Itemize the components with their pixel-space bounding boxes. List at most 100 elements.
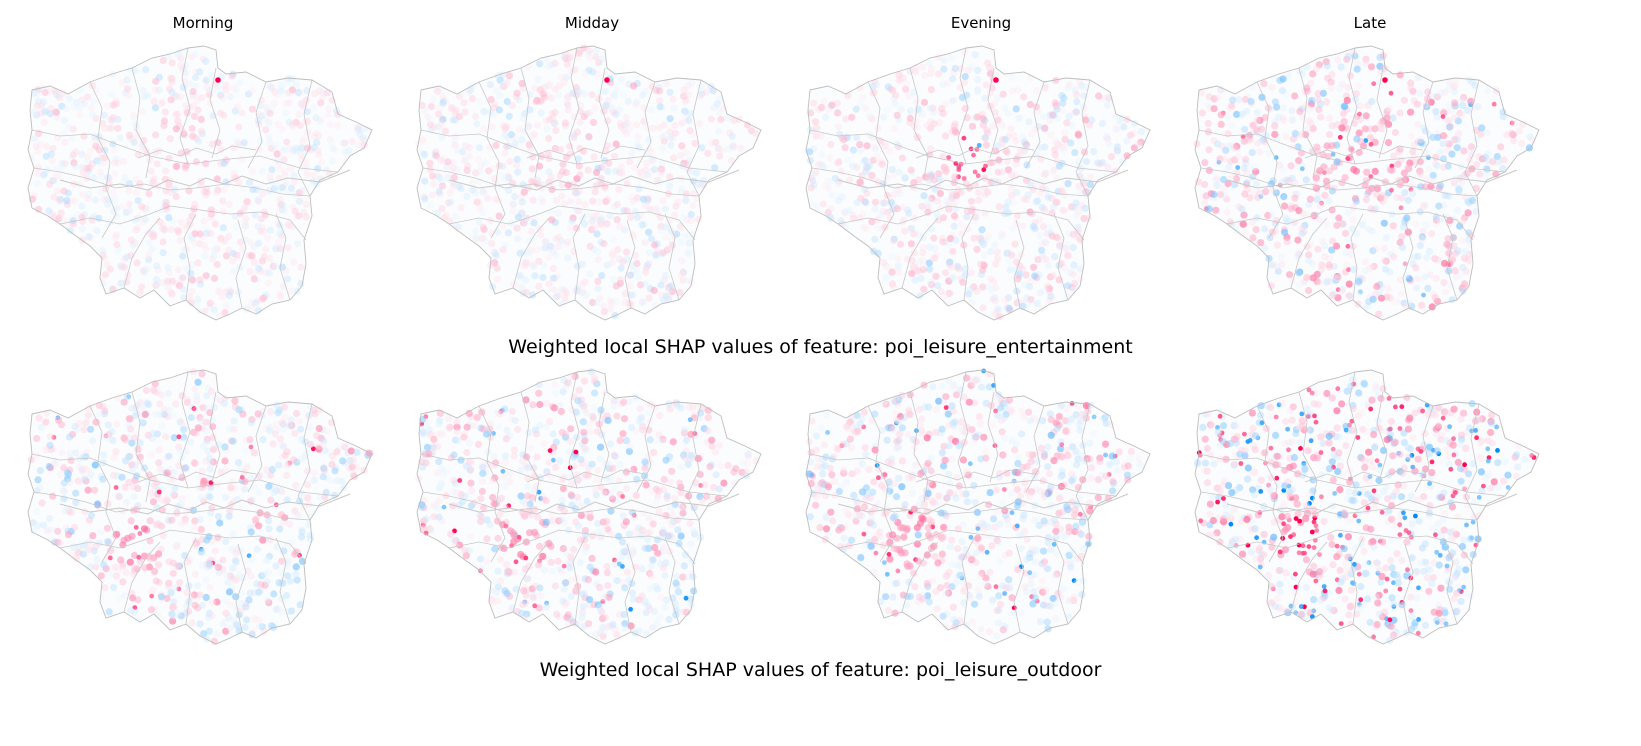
shap-dot [551, 108, 559, 117]
shap-dot [641, 280, 649, 288]
shap-dot [174, 228, 182, 236]
shap-dot [720, 104, 728, 113]
shap-dot [979, 283, 987, 291]
shap-dot [452, 132, 460, 140]
shap-dot [863, 189, 871, 197]
shap-dot [42, 152, 50, 160]
shap-dot [178, 275, 186, 283]
shap-dot [290, 178, 298, 186]
shap-dot [1429, 171, 1437, 179]
shap-dot [1239, 220, 1247, 228]
shap-dot [428, 191, 436, 199]
shap-dot [524, 107, 532, 115]
shap-dot [1037, 178, 1045, 186]
shap-dot [555, 613, 563, 621]
shap-dot [41, 108, 49, 116]
shap-dot [595, 198, 603, 206]
shap-dot [169, 612, 177, 620]
shap-dot [959, 278, 967, 286]
shap-dot [1225, 163, 1233, 171]
shap-dot [673, 401, 681, 409]
shap-dot [59, 89, 67, 97]
shap-dot [825, 185, 833, 193]
shap-dot [272, 181, 280, 189]
shap-dot [348, 137, 356, 145]
shap-dot [529, 593, 537, 602]
shap-dot [268, 465, 276, 474]
shap-dot [476, 204, 484, 212]
shap-dot [255, 588, 263, 596]
shap-dot [53, 114, 61, 122]
shap-dot [264, 556, 272, 564]
shap-dot [153, 280, 161, 288]
shap-dot [1049, 271, 1057, 279]
shap-dot [961, 104, 969, 113]
shap-dot [233, 575, 241, 583]
shap-dot [152, 410, 160, 418]
shap-dot [717, 115, 725, 124]
shap-dot [104, 102, 112, 110]
shap-dot [214, 630, 222, 638]
shap-dot [1314, 90, 1322, 98]
shap-dot [1055, 261, 1063, 269]
shap-dot [1007, 73, 1015, 81]
shap-dot [167, 96, 175, 104]
shap-dot [1380, 64, 1388, 72]
shap-dot [48, 526, 56, 534]
shap-dot [1338, 287, 1346, 295]
shap-dot [646, 436, 654, 444]
shap-dot [669, 95, 677, 103]
shap-dot [328, 157, 337, 165]
shap-dot [1252, 226, 1260, 234]
shap-dot [633, 140, 641, 148]
shap-dot [657, 291, 665, 299]
shap-dot [354, 124, 362, 132]
shap-dot [419, 456, 427, 464]
shap-dot [912, 264, 920, 272]
shap-dot [488, 240, 496, 248]
shap-dot [647, 149, 655, 157]
shap-dot [188, 132, 196, 140]
shap-dot [966, 285, 974, 294]
shap-dot [1201, 159, 1209, 167]
shap-dot [1328, 291, 1336, 300]
shap-dot [304, 128, 312, 136]
shap-dot [663, 494, 671, 502]
shap-dot [177, 218, 185, 226]
shap-dot [683, 215, 691, 223]
shap-dot [479, 188, 488, 196]
shap-dot [708, 139, 716, 147]
shap-dot [615, 106, 623, 114]
shap-dot [305, 521, 313, 529]
shap-dot [155, 459, 163, 467]
shap-dot [34, 147, 42, 156]
shap-dot [113, 100, 121, 108]
shap-dot [1450, 242, 1458, 250]
shap-dot [201, 241, 209, 249]
shap-dot [678, 142, 686, 150]
shap-dot [575, 49, 583, 57]
shap-dot [136, 180, 144, 188]
shap-dot [248, 444, 254, 450]
shap-dot [925, 259, 933, 267]
shap-dot [990, 294, 998, 302]
shap-dot [84, 158, 92, 166]
shap-dot [466, 86, 474, 94]
shap-dot [134, 197, 142, 205]
shap-dot [519, 285, 527, 293]
shap-dot [658, 250, 666, 258]
shap-dot [810, 181, 818, 189]
shap-dot [586, 47, 594, 55]
shap-dot [973, 245, 981, 253]
shap-dot [1388, 90, 1394, 96]
shap-dot [1442, 288, 1450, 296]
shap-dot [1436, 181, 1445, 190]
shap-dot [437, 120, 445, 128]
shap-dot [1260, 244, 1268, 252]
shap-dot [1372, 245, 1380, 253]
shap-dot [159, 221, 167, 229]
shap-dot [1041, 170, 1049, 178]
shap-dot [1473, 136, 1481, 144]
shap-dot [1052, 76, 1060, 84]
shap-dot [1309, 124, 1317, 132]
